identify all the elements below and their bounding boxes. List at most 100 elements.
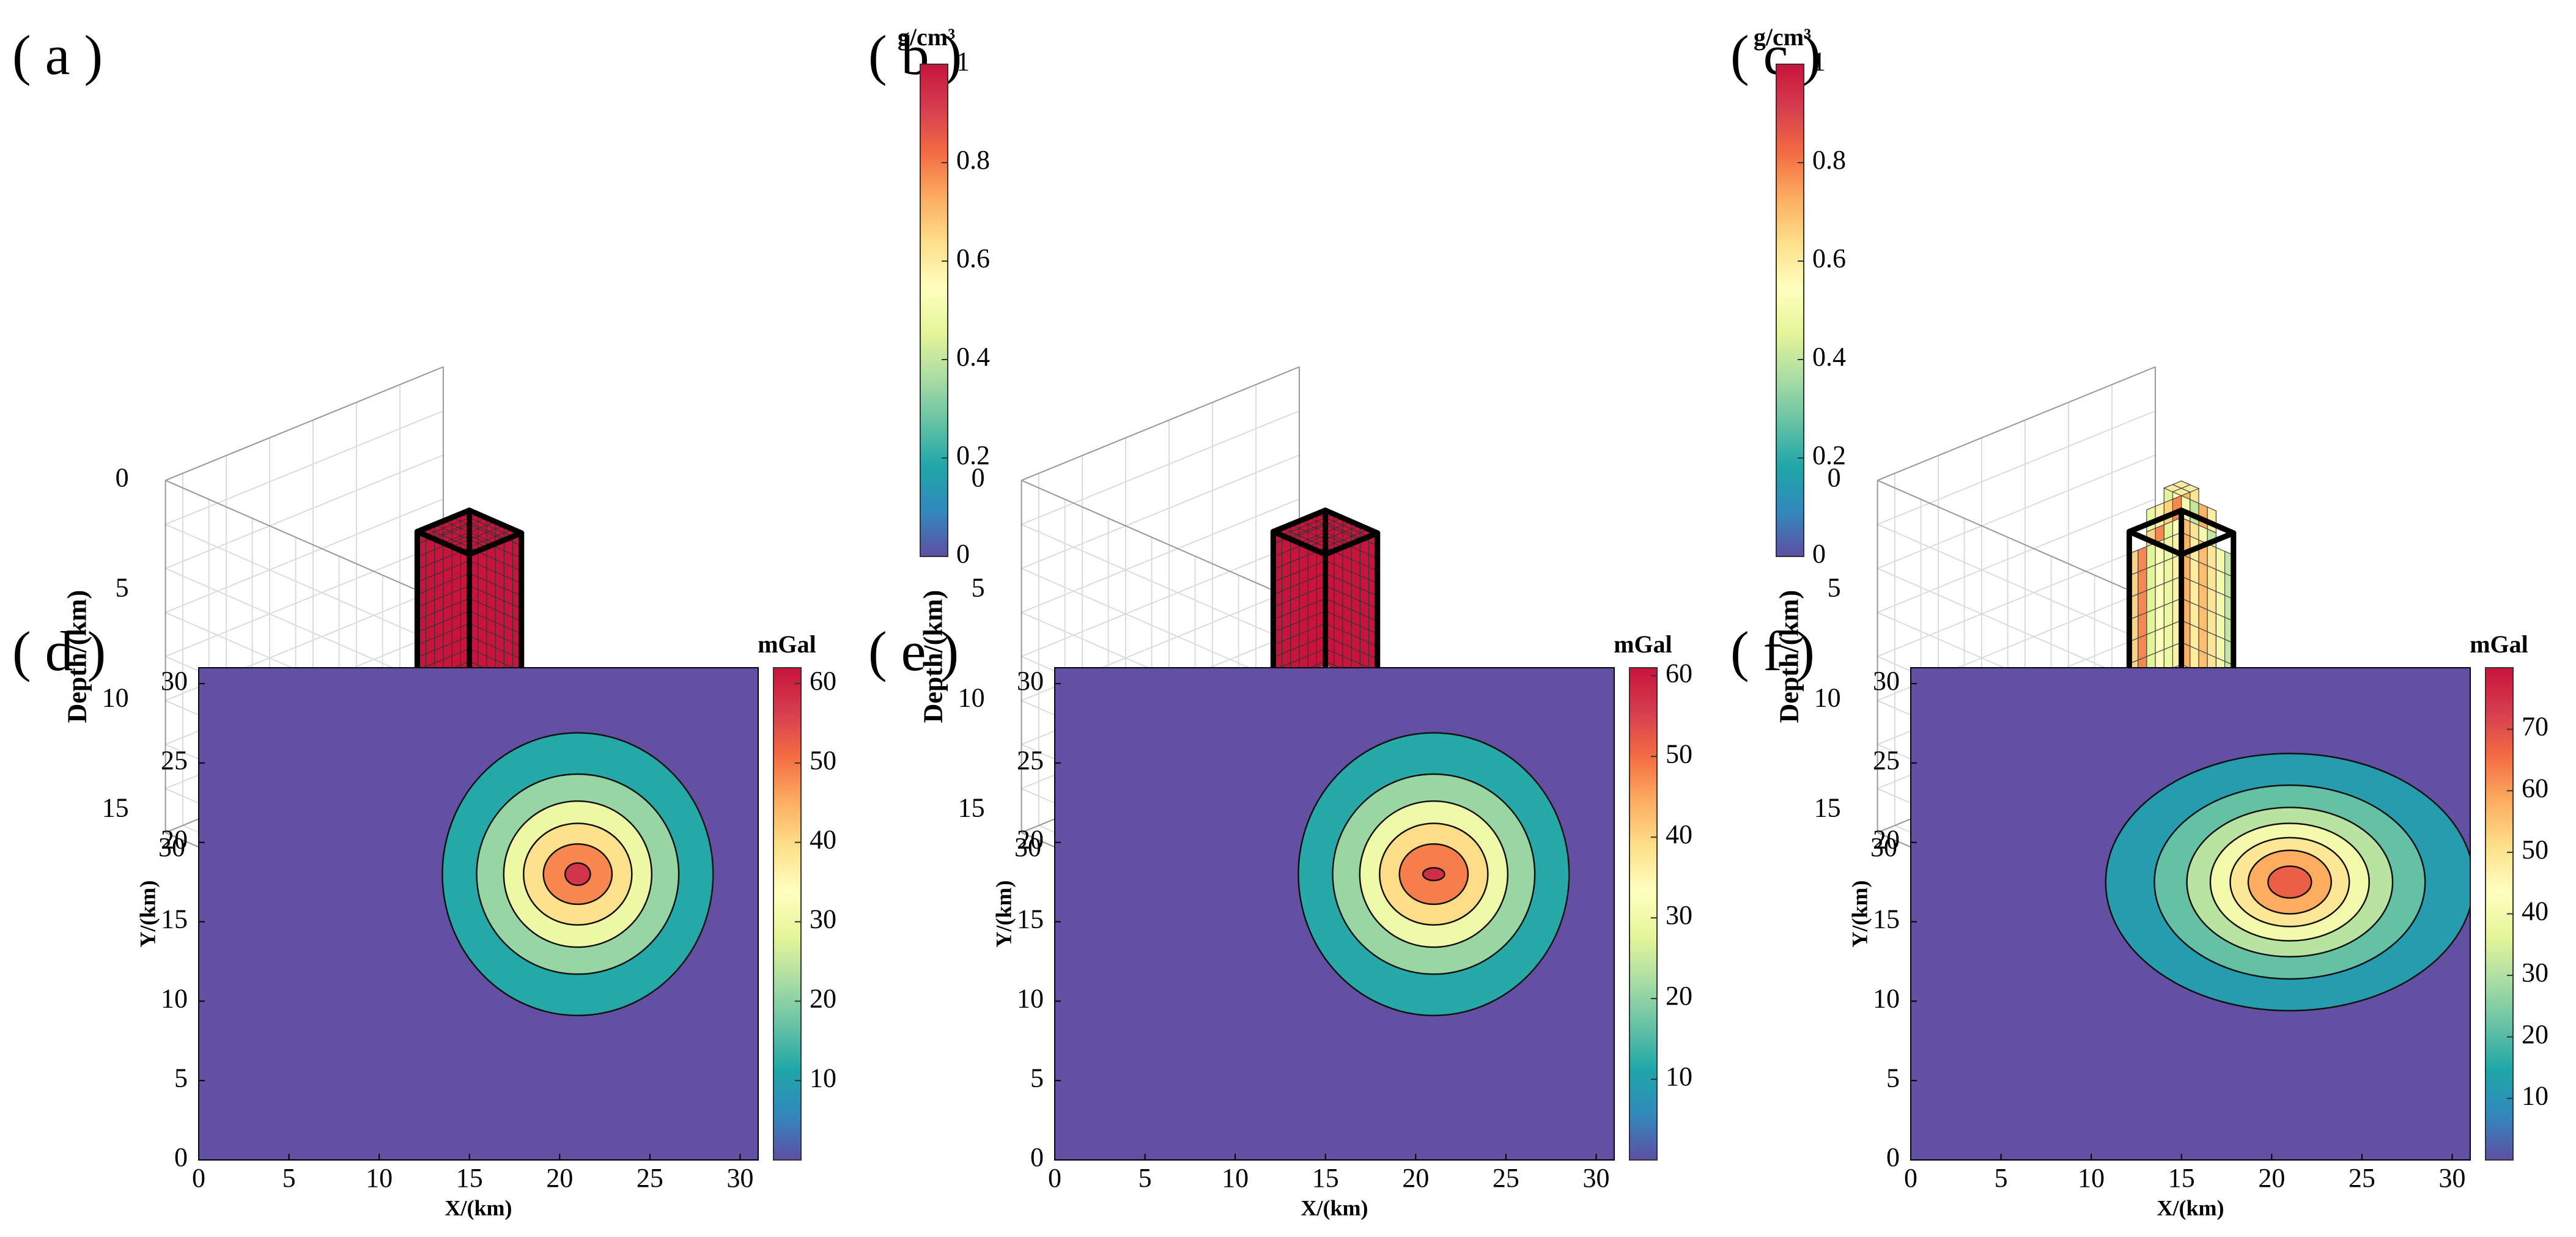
contour-fills-f [2105,753,2470,1012]
y-axis-label-d: Y/(km) [135,881,160,948]
voxel-cell [2198,561,2208,589]
z-tick-b: 10 [958,683,985,713]
colorbar-tick-f: 50 [2522,835,2548,865]
colorbar-tick-a: 0 [956,539,970,569]
x-tick-e: 20 [1402,1163,1429,1193]
colorbar-tick-f: 40 [2522,896,2548,926]
x-tick-f: 5 [1995,1163,2008,1193]
colorbar-tick-f: 20 [2522,1019,2548,1049]
y-tick-e: 10 [1017,983,1044,1013]
z-tick-c: 0 [1828,463,1841,493]
voxel-cell [2138,633,2147,661]
colorbar-tick-a: 0.2 [956,440,990,470]
x-axis-label-d: X/(km) [445,1195,512,1220]
z-axis-label-c: Depth/(km) [1774,590,1804,723]
y-tick-a: 30 [158,832,185,862]
voxel-cell [2215,569,2226,596]
voxel-cell [2146,586,2156,613]
voxel-cell [2198,627,2208,655]
colorbar-tick-e: 10 [1666,1062,1692,1091]
z-tick-c: 10 [1814,683,1841,713]
contour-fills-e [1297,732,1570,1016]
y-tick-f: 15 [1873,904,1900,934]
z-axis-label-a: Depth/(km) [62,590,92,723]
voxel-cell [2190,623,2199,651]
colorbar-e [1629,667,1658,1161]
y-tick-e: 20 [1017,825,1044,855]
colorbar-tick-a: 0.6 [956,243,990,273]
y-tick-f: 30 [1873,666,1900,696]
x-tick-f: 15 [2168,1163,2195,1193]
z-tick-b: 15 [958,793,985,823]
true-body-outline [414,528,473,558]
voxel-cell [2163,623,2173,651]
contour-chart-f: 0 5 10 15 20 25 30 0 5 10 15 20 25 30 X/(km) Y/(km) 10 20… [1847,630,2548,1220]
y-axis-label-e: Y/(km) [991,881,1016,948]
colorbar-d [773,667,802,1161]
voxel-cell [2146,542,2156,569]
voxel-cell [2155,583,2165,610]
voxel-cell [2207,543,2216,570]
voxel-cell [2138,611,2147,639]
y-tick-d: 20 [161,825,188,855]
colorbar-tick-e: 60 [1666,658,1692,688]
z-axis-label-b: Depth/(km) [918,590,948,723]
x-tick-e: 10 [1222,1163,1249,1193]
true-body-outline [414,508,473,534]
true-body-outline [2179,530,2237,558]
contour-chart-e: 0 5 10 15 20 25 30 0 5 10 15 20 25 30 X/(km) Y/(km) 10 20… [991,630,1692,1220]
plot-frame-d [198,667,759,1161]
x-tick-f: 30 [2438,1163,2465,1193]
y-tick-d: 15 [161,904,188,934]
colorbar-unit-e: mGal [1614,630,1672,658]
panel-label-a: ( a ) [12,24,103,86]
colorbar-tick-e: 30 [1666,900,1692,930]
colorbar-tick-d: 40 [810,825,836,855]
voxel-cell [2207,609,2216,637]
x-tick-e: 30 [1582,1163,1609,1193]
voxel-cell [2163,557,2173,585]
x-tick-d: 15 [456,1163,483,1193]
y-tick-e: 5 [1030,1063,1044,1093]
colorbar-tick-f: 10 [2522,1080,2548,1110]
colorbar-unit-b: g/cm³ [1754,23,1811,51]
y-tick-f: 20 [1873,825,1900,855]
contour-level-60 [1422,866,1445,882]
voxel-cell [2138,545,2147,573]
y-tick-e: 25 [1017,745,1044,775]
colorbar-tick-d: 10 [810,1063,836,1093]
x-tick-f: 10 [2078,1163,2105,1193]
y-tick-d: 5 [174,1063,188,1093]
true-body-outline [2126,508,2185,534]
x-tick-d: 10 [366,1163,393,1193]
colorbar-tick-a: 1 [956,46,970,76]
voxel-cell [2163,601,2173,629]
z-tick-a: 5 [116,573,129,603]
y-tick-d: 10 [161,983,188,1013]
z-tick-a: 15 [102,793,129,823]
z-tick-a: 0 [116,463,129,493]
x-tick-d: 20 [546,1163,573,1193]
contour-level-70 [2267,865,2312,899]
colorbar-tick-b: 0 [1812,539,1826,569]
voxel-cell [2207,631,2216,659]
colorbar-tick-a: 0.4 [956,342,990,372]
colorbar-tick-f: 30 [2522,958,2548,988]
y-tick-d: 0 [174,1142,188,1172]
contour-fills-d [441,732,714,1016]
y-tick-f: 10 [1873,983,1900,1013]
y-tick-f: 0 [1886,1142,1900,1172]
colorbar-a [920,64,948,557]
colorbar-tick-d: 20 [810,983,836,1013]
true-body-outline [1270,508,1329,534]
contour-chart-d: 0 5 10 15 20 25 30 0 5 10 15 20 25 30 X/(km) Y/(km) 10 20… [135,630,836,1220]
voxel-cell [2215,613,2226,640]
x-tick-e: 25 [1493,1163,1519,1193]
voxel-cell [2146,630,2156,657]
voxel-cell [2190,579,2199,607]
y-tick-e: 0 [1030,1142,1044,1172]
voxel-cell [2198,605,2208,633]
true-body-outline [2179,508,2237,536]
voxel-cell [2163,579,2173,607]
colorbar-b [1776,64,1804,557]
